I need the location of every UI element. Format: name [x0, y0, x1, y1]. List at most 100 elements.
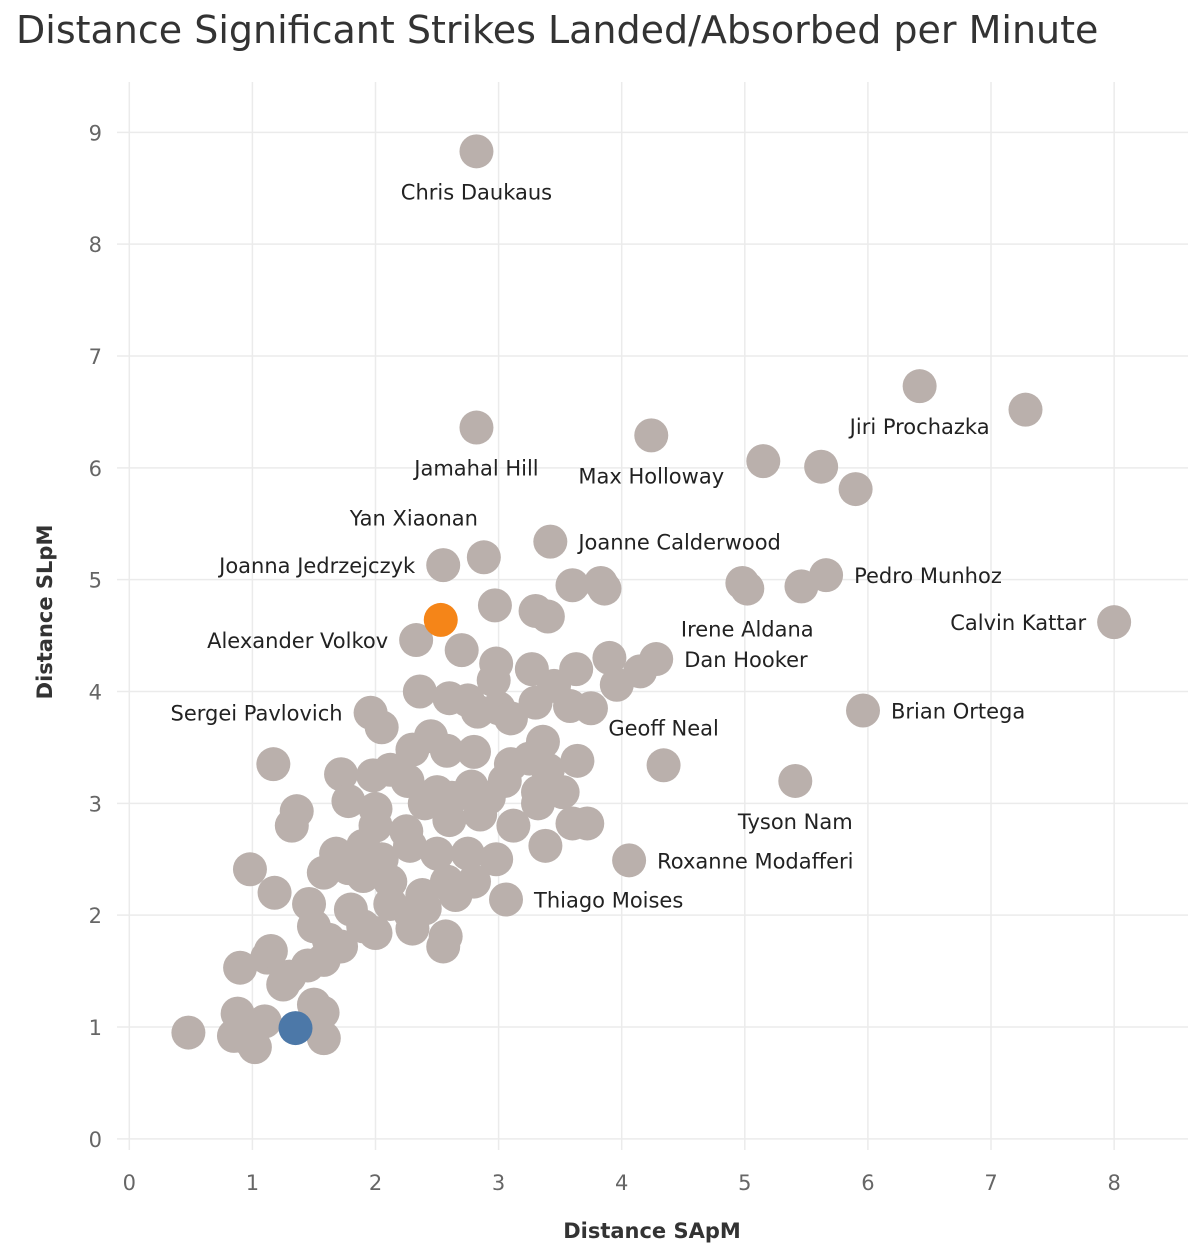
- point-label: Geoff Neal: [608, 716, 719, 740]
- axis-ticks: 0 1 2 3 4 5 6 7 8 0 1 2 3 4 5 6 7 8 9: [89, 121, 1121, 1195]
- data-point: [395, 732, 430, 767]
- x-tick-label: 2: [369, 1171, 382, 1195]
- data-point: [528, 828, 563, 863]
- point-label: Calvin Kattar: [950, 611, 1086, 635]
- data-point: [476, 663, 511, 698]
- y-tick-label: 0: [89, 1128, 102, 1152]
- labeled-data-point: [353, 695, 388, 730]
- point-label: Roxanne Modafferi: [657, 849, 853, 873]
- highlight-point: [423, 602, 458, 637]
- data-point: [407, 786, 442, 821]
- x-axis-title: Distance SApM: [563, 1219, 741, 1243]
- data-point: [560, 743, 595, 778]
- data-point: [477, 588, 512, 623]
- data-point: [599, 667, 634, 702]
- y-tick-label: 4: [89, 680, 102, 704]
- data-point: [487, 763, 522, 798]
- data-point: [358, 916, 393, 951]
- data-point: [838, 472, 873, 507]
- labeled-data-point: [459, 410, 494, 445]
- point-label: Yan Xiaonan: [349, 506, 478, 530]
- x-tick-label: 4: [615, 1171, 628, 1195]
- data-point: [592, 640, 627, 675]
- data-point: [420, 836, 455, 871]
- x-tick-label: 6: [861, 1171, 874, 1195]
- x-tick-label: 8: [1107, 1171, 1120, 1195]
- labeled-data-point: [489, 882, 524, 917]
- data-point: [555, 568, 590, 603]
- labeled-data-point: [902, 369, 937, 404]
- labeled-data-point: [778, 763, 813, 798]
- data-point: [1008, 392, 1043, 427]
- data-point: [450, 836, 485, 871]
- data-point: [463, 797, 498, 832]
- y-tick-label: 5: [89, 569, 102, 593]
- data-point: [253, 933, 288, 968]
- point-label: Joanna Jedrzejczyk: [217, 554, 416, 578]
- y-tick-label: 7: [89, 345, 102, 369]
- point-label: Dan Hooker: [684, 648, 808, 672]
- point-label: Max Holloway: [578, 464, 724, 488]
- labeled-data-point: [646, 748, 681, 783]
- y-tick-label: 2: [89, 904, 102, 928]
- labeled-data-point: [730, 571, 765, 606]
- chart-title: Distance Significant Strikes Landed/Abso…: [16, 8, 1099, 52]
- labeled-data-point: [426, 548, 461, 583]
- labeled-data-point: [1097, 605, 1132, 640]
- data-point: [306, 1021, 341, 1056]
- labeled-data-point: [634, 418, 669, 453]
- point-label: Jiri Prochazka: [848, 415, 990, 439]
- labeled-data-point: [459, 134, 494, 169]
- data-point: [518, 685, 553, 720]
- y-tick-label: 8: [89, 233, 102, 257]
- point-label: Sergei Pavlovich: [170, 702, 342, 726]
- x-tick-label: 1: [246, 1171, 259, 1195]
- data-point: [438, 878, 473, 913]
- grid-lines: [117, 82, 1188, 1150]
- data-point: [804, 449, 839, 484]
- data-point: [324, 757, 359, 792]
- data-point: [232, 852, 267, 887]
- data-point: [223, 950, 258, 985]
- y-tick-label: 9: [89, 121, 102, 145]
- y-tick-label: 1: [89, 1016, 102, 1040]
- labeled-data-point: [809, 558, 844, 593]
- data-point: [426, 929, 461, 964]
- labeled-data-point: [639, 642, 674, 677]
- x-tick-label: 7: [984, 1171, 997, 1195]
- data-point: [429, 733, 464, 768]
- data-point: [346, 859, 381, 894]
- labeled-data-point: [612, 843, 647, 878]
- data-point: [530, 599, 565, 634]
- point-label: Joanne Calderwood: [576, 531, 781, 555]
- point-label: Brian Ortega: [891, 699, 1025, 723]
- y-tick-label: 3: [89, 792, 102, 816]
- point-label: Alexander Volkov: [207, 629, 388, 653]
- highlight-points: [278, 602, 458, 1046]
- data-point: [306, 855, 341, 890]
- data-point: [493, 701, 528, 736]
- highlight-point: [278, 1011, 313, 1046]
- data-point: [392, 828, 427, 863]
- data-point: [432, 803, 467, 838]
- labeled-data-point: [399, 623, 434, 658]
- y-axis-title: Distance SLpM: [33, 525, 57, 700]
- labeled-data-point: [846, 693, 881, 728]
- data-point: [521, 786, 556, 821]
- data-points: [171, 134, 1132, 1065]
- data-point: [479, 842, 514, 877]
- data-point: [266, 967, 301, 1002]
- data-point: [460, 694, 495, 729]
- labeled-data-point: [533, 524, 568, 559]
- y-tick-label: 6: [89, 457, 102, 481]
- data-point: [331, 784, 366, 819]
- point-label: Jamahal Hill: [412, 457, 538, 481]
- data-point: [256, 747, 291, 782]
- data-point: [496, 808, 531, 843]
- point-label: Pedro Munhoz: [854, 564, 1002, 588]
- data-point: [171, 1015, 206, 1050]
- data-point: [587, 571, 622, 606]
- data-point: [232, 1023, 267, 1058]
- data-point: [395, 911, 430, 946]
